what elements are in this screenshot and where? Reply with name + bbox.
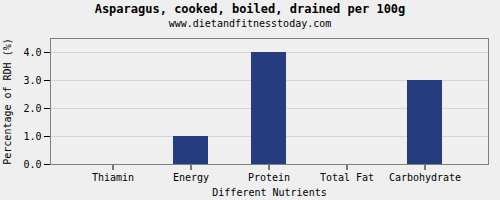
svg-text:Percentage of RDH (%): Percentage of RDH (%) (2, 38, 13, 164)
svg-text:4.0: 4.0 (23, 47, 41, 58)
svg-text:Different Nutrients: Different Nutrients (212, 187, 326, 198)
svg-text:Thiamin: Thiamin (92, 172, 134, 183)
html-text:www.dietandfitnesstoday.com: www.dietandfitnesstoday.com (168, 18, 332, 29)
svg-text:Carbohydrate: Carbohydrate (389, 172, 461, 183)
svg-text:Total Fat: Total Fat (320, 172, 374, 183)
svg-text:Energy: Energy (173, 172, 209, 183)
svg-text:Protein: Protein (248, 172, 290, 183)
svg-text:1.0: 1.0 (23, 131, 41, 142)
svg-text:2.0: 2.0 (23, 103, 41, 114)
svg-text:0.0: 0.0 (23, 159, 41, 170)
html-text:Asparagus, cooked, boiled, dra: Asparagus, cooked, boiled, drained per 1… (94, 2, 406, 16)
svg-text:3.0: 3.0 (23, 75, 41, 86)
